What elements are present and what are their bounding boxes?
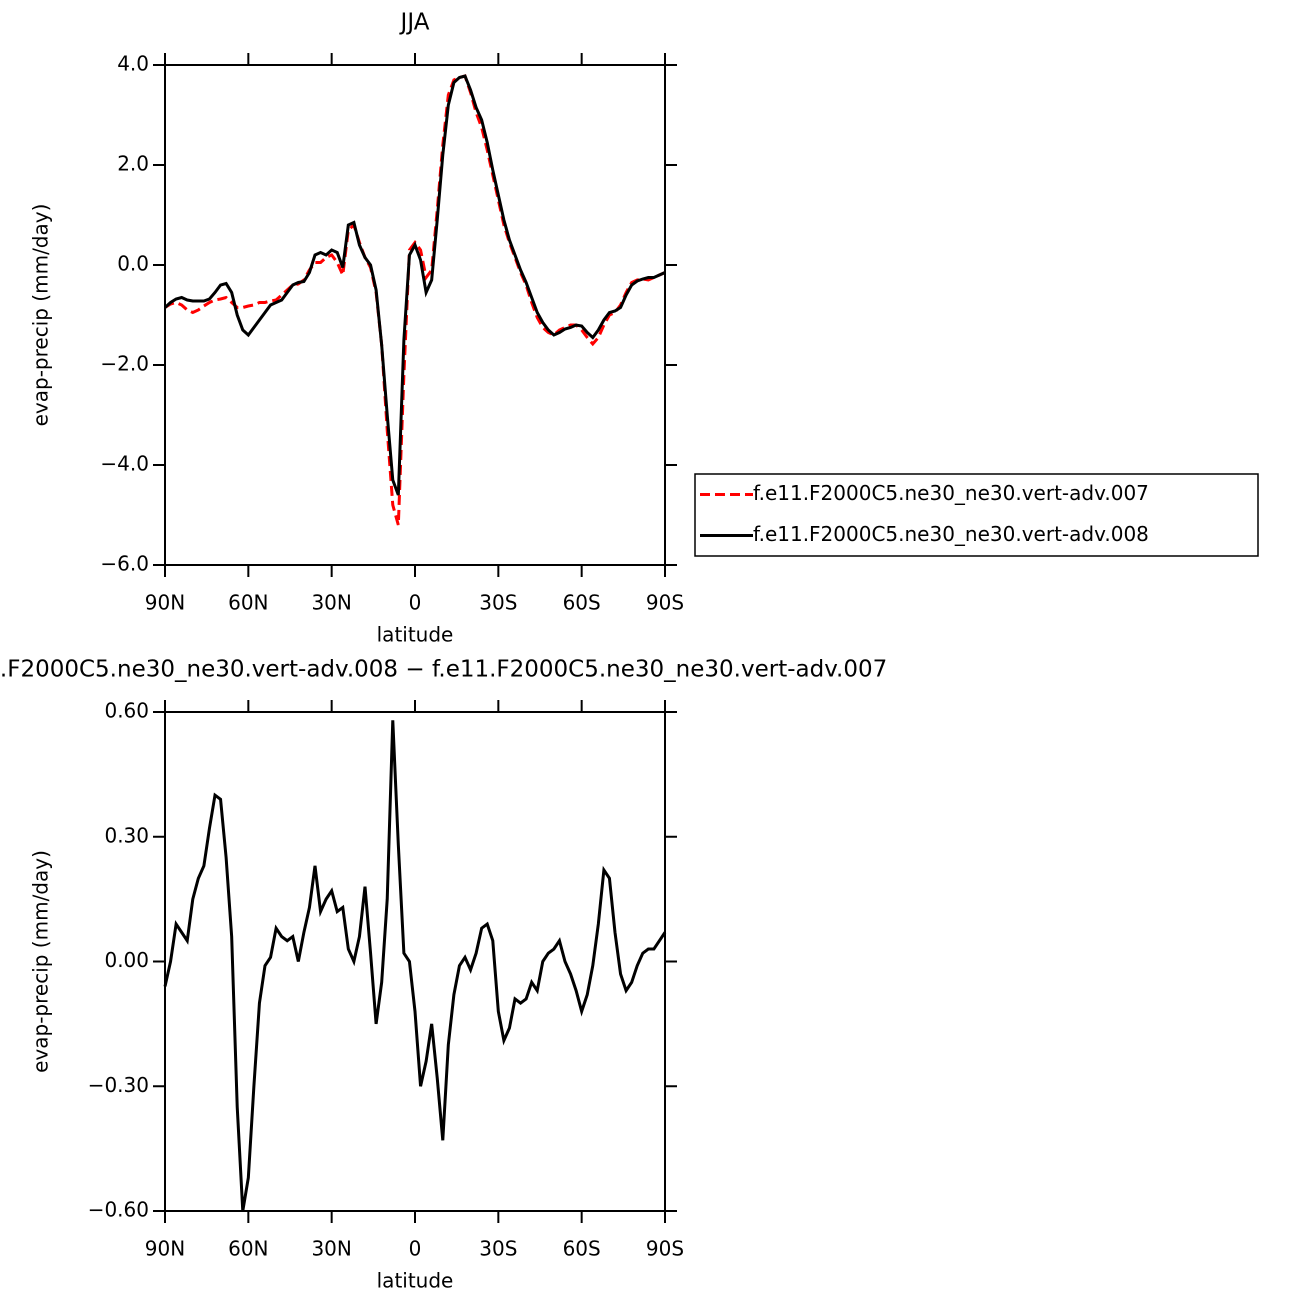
x-tick-label: 30N xyxy=(311,1237,351,1261)
chart-title: f.e11.F2000C5.ne30_ne30.vert-adv.008 − f… xyxy=(0,657,887,683)
x-tick-label: 0 xyxy=(409,591,422,615)
x-tick-label: 60N xyxy=(228,591,268,615)
x-tick-label: 60N xyxy=(228,1237,268,1261)
x-tick-label: 30S xyxy=(479,591,517,615)
plot-frame xyxy=(164,711,666,1212)
x-tick-label: 30N xyxy=(311,591,351,615)
data-line xyxy=(163,720,667,1212)
plot-frame xyxy=(164,64,666,566)
y-tick-label: −4.0 xyxy=(100,452,149,476)
x-tick-label: 0 xyxy=(409,1237,422,1261)
legend-label: f.e11.F2000C5.ne30_ne30.vert-adv.007 xyxy=(753,481,1149,505)
x-tick-label: 90S xyxy=(646,1237,684,1261)
legend-box xyxy=(694,473,1259,557)
y-tick-label: 0.00 xyxy=(104,948,149,972)
x-tick-label: 60S xyxy=(563,591,601,615)
x-tick-label: 90S xyxy=(646,591,684,615)
y-tick-label: 0.30 xyxy=(104,823,149,847)
x-axis-label: latitude xyxy=(377,1269,454,1293)
y-tick-label: 0.0 xyxy=(117,252,149,276)
y-axis-label: evap-precip (mm/day) xyxy=(29,204,53,427)
x-axis-label: latitude xyxy=(377,623,454,647)
data-line xyxy=(164,74,666,526)
y-axis-label: evap-precip (mm/day) xyxy=(29,850,53,1073)
legend-label: f.e11.F2000C5.ne30_ne30.vert-adv.008 xyxy=(753,522,1149,546)
y-tick-label: 4.0 xyxy=(117,52,149,76)
x-tick-label: 30S xyxy=(479,1237,517,1261)
y-tick-label: −2.0 xyxy=(100,352,149,376)
x-tick-label: 90N xyxy=(145,1237,185,1261)
chart-title: JJA xyxy=(399,10,430,36)
y-tick-label: −6.0 xyxy=(100,552,149,576)
data-line xyxy=(163,74,666,496)
y-tick-label: 0.60 xyxy=(104,699,149,723)
y-tick-label: 2.0 xyxy=(117,152,149,176)
x-tick-label: 60S xyxy=(563,1237,601,1261)
y-tick-label: −0.60 xyxy=(88,1198,149,1222)
x-tick-label: 90N xyxy=(145,591,185,615)
y-tick-label: −0.30 xyxy=(88,1073,149,1097)
